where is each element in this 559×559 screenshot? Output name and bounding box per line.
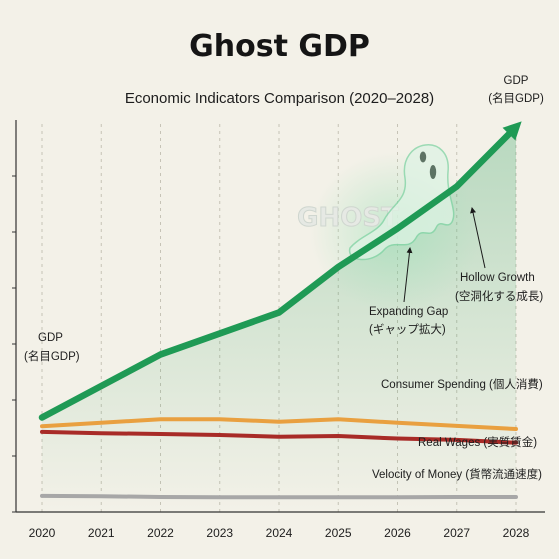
series-lines bbox=[38, 121, 522, 500]
x-tick-label: 2025 bbox=[325, 526, 352, 540]
gdp-arrowhead bbox=[502, 121, 522, 141]
ghost-icon bbox=[349, 144, 455, 261]
expanding-gap-arrow bbox=[403, 247, 413, 303]
x-tick-label: 2023 bbox=[206, 526, 233, 540]
gdp-start-label-ja: (名目GDP) bbox=[24, 349, 80, 363]
series-line-real-wages bbox=[40, 429, 518, 445]
chart-subtitle: Economic Indicators Comparison (2020–202… bbox=[125, 90, 434, 107]
x-tick-label: 2021 bbox=[88, 526, 115, 540]
gdp-area-fill bbox=[42, 127, 516, 512]
x-tick-label: 2024 bbox=[266, 526, 293, 540]
velocity-of-money-label: Velocity of Money (貨幣流通速度) bbox=[372, 467, 542, 481]
real-wages-label: Real Wages (実質賃金) bbox=[418, 435, 537, 449]
y-axis-ticks bbox=[12, 175, 16, 513]
gdp-end-label: GDP bbox=[504, 75, 529, 87]
gdp-start-label: GDP bbox=[38, 332, 63, 344]
x-tick-label: 2020 bbox=[29, 526, 56, 540]
x-axis-tick-labels: 2020 2021 2022 2023 2024 2025 2026 2027 2028 bbox=[29, 526, 530, 540]
x-tick-label: 2028 bbox=[503, 526, 530, 540]
chart-title: Ghost GDP bbox=[189, 29, 370, 64]
series-line-gdp bbox=[38, 123, 520, 421]
hollow-growth-label-ja: (空洞化する成長) bbox=[455, 289, 543, 303]
x-tick-label: 2026 bbox=[384, 526, 411, 540]
x-tick-label: 2022 bbox=[147, 526, 174, 540]
series-line-consumer-spending bbox=[40, 417, 518, 432]
expanding-gap-label: Expanding Gap bbox=[369, 306, 448, 318]
hollow-growth-arrow bbox=[470, 207, 486, 269]
series-line-velocity-of-money bbox=[40, 493, 518, 500]
consumer-spending-label: Consumer Spending (個人消費) bbox=[381, 377, 543, 391]
gdp-end-label-ja: (名目GDP) bbox=[488, 91, 544, 105]
expanding-gap-label-ja: (ギャップ拡大) bbox=[369, 322, 446, 336]
x-tick-label: 2027 bbox=[443, 526, 470, 540]
hollow-growth-label: Hollow Growth bbox=[460, 272, 535, 284]
